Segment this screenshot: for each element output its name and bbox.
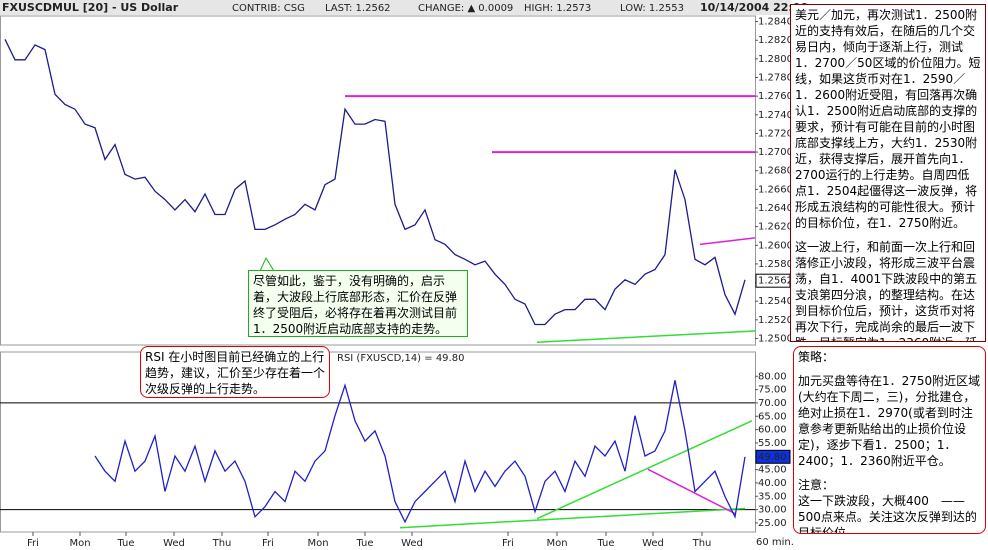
trend-line bbox=[699, 237, 756, 246]
y-tick-label: 1.2620 bbox=[758, 222, 793, 233]
x-tick-label: Tue bbox=[116, 538, 134, 549]
y-tick-label: 1.2760 bbox=[758, 91, 793, 102]
y-tick-label: 1.2580 bbox=[758, 259, 793, 270]
y-tick-label: 80.00 bbox=[758, 371, 787, 382]
trend-line bbox=[399, 507, 746, 529]
y-tick-label: 65.00 bbox=[758, 411, 787, 422]
trend-line bbox=[536, 420, 753, 520]
x-tick-label: Fri bbox=[262, 538, 274, 549]
contrib: CONTRIB: CSG bbox=[232, 3, 305, 14]
y-tick-label: 70.00 bbox=[758, 398, 787, 409]
low: LOW: 1.2553 bbox=[620, 3, 684, 14]
x-tick-label: Tue bbox=[596, 538, 614, 549]
last-value-label: 49.80 bbox=[758, 452, 787, 463]
y-tick-label: 1.2660 bbox=[758, 184, 793, 195]
last-value-box bbox=[755, 449, 791, 464]
y-tick-label: 40.00 bbox=[758, 478, 787, 489]
x-tick-label: Tue bbox=[355, 538, 373, 549]
analysis-text: 美元／加元，再次测试1．2500附近的支持有效后，在随后的几个交易日内，倾向于逐… bbox=[795, 8, 981, 230]
y-tick-label: 1.2540 bbox=[758, 296, 793, 307]
x-tick-label: Wed bbox=[401, 538, 423, 549]
y-tick-label: 1.2640 bbox=[758, 203, 793, 214]
x-tick-label: Wed bbox=[642, 538, 664, 549]
y-tick-label: 1.2720 bbox=[758, 128, 793, 139]
strategy-box: 策略： 加元买盘等待在1．2750附近区域(大约在下周二，三)，分批建仓，绝对止… bbox=[793, 346, 986, 534]
y-tick-label: 60.00 bbox=[758, 425, 787, 436]
y-tick-label: 1.2820 bbox=[758, 35, 793, 46]
callout-text: RSI 在小时图目前已经确立的上行趋势，建议，汇价至少存在着一个次级反弹的上行走… bbox=[145, 350, 326, 396]
y-tick-label: 1.2840 bbox=[758, 17, 793, 28]
y-tick-label: 55.00 bbox=[758, 438, 787, 449]
data-line bbox=[94, 380, 746, 524]
x-tick-label: Mon bbox=[69, 538, 90, 549]
change: CHANGE: ▲ 0.0009 bbox=[418, 3, 513, 14]
y-tick-label: 35.00 bbox=[758, 491, 787, 502]
high: HIGH: 1.2573 bbox=[524, 3, 591, 14]
last-value-label: 1.2562 bbox=[758, 276, 793, 287]
analysis-text: 这一波上行，和前面一次上行和回落修正小波段，将形成三波平台震荡，自1．4001下… bbox=[795, 240, 978, 341]
y-tick-label: 1.2800 bbox=[758, 54, 793, 65]
x-tick-label: Fri bbox=[502, 538, 514, 549]
datetime: 10/14/2004 22:00 bbox=[700, 1, 808, 14]
panel-frame bbox=[0, 351, 756, 533]
x-tick-label: Thu bbox=[692, 538, 712, 549]
callout-text: 尽管如此，鉴于，没有明确的，启示着，大波段上行底部形态，汇价在反弹终了受阻后，必… bbox=[253, 274, 458, 336]
x-unit: 60 min. bbox=[756, 537, 794, 548]
rsi-callout: RSI 在小时图目前已经确立的上行趋势，建议，汇价至少存在着一个次级反弹的上行走… bbox=[140, 346, 330, 398]
analysis-box: 美元／加元，再次测试1．2500附近的支持有效后，在随后的几个交易日内，倾向于逐… bbox=[790, 4, 986, 342]
y-tick-label: 1.2740 bbox=[758, 110, 793, 121]
y-tick-label: 30.00 bbox=[758, 505, 787, 516]
trend-line bbox=[647, 468, 736, 515]
y-tick-label: 1.2600 bbox=[758, 240, 793, 251]
x-tick-label: Mon bbox=[546, 538, 567, 549]
y-tick-label: 1.2680 bbox=[758, 166, 793, 177]
panel-title: RSI (FXUSCD,14) = 49.80 bbox=[337, 353, 464, 364]
caution-text: 这一下跌波段，大概400 ——500点来点。关注这次反弹到达的目标价位。 bbox=[798, 494, 977, 534]
y-tick-label: 75.00 bbox=[758, 385, 787, 396]
x-tick-label: Fri bbox=[27, 538, 39, 549]
price-callout: 尽管如此，鉴于，没有明确的，启示着，大波段上行底部形态，汇价在反弹终了受阻后，必… bbox=[248, 270, 468, 337]
x-tick-label: Thu bbox=[212, 538, 232, 549]
y-tick-label: 45.00 bbox=[758, 465, 787, 476]
strategy-text: 加元买盘等待在1．2750附近区域(大约在下周二，三)，分批建仓，绝对止损在1．… bbox=[798, 374, 981, 468]
caution-title: 注意： bbox=[798, 478, 835, 492]
symbol: FXUSCDMUL [20] - US Dollar bbox=[2, 1, 179, 14]
header-bar bbox=[0, 0, 790, 15]
x-tick-label: Wed bbox=[163, 538, 185, 549]
last: LAST: 1.2562 bbox=[325, 3, 391, 14]
y-tick-label: 25.00 bbox=[758, 518, 787, 529]
x-tick-label: Mon bbox=[307, 538, 328, 549]
y-tick-label: 1.2700 bbox=[758, 147, 793, 158]
trend-line bbox=[536, 330, 756, 343]
strategy-title: 策略： bbox=[798, 350, 835, 364]
data-line bbox=[4, 39, 746, 326]
y-tick-label: 1.2520 bbox=[758, 315, 793, 326]
y-tick-label: 1.2500 bbox=[758, 333, 793, 344]
y-tick-label: 1.2780 bbox=[758, 73, 793, 84]
